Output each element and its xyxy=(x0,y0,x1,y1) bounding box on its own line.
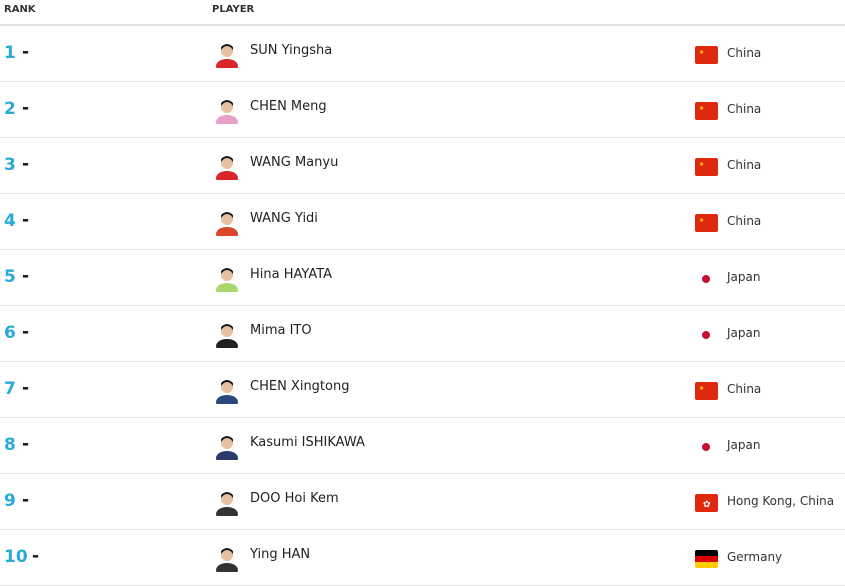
player-avatar[interactable] xyxy=(215,40,239,73)
player-name[interactable]: Ying HAN xyxy=(250,547,311,562)
country-name: China xyxy=(727,382,762,396)
rank-change: - xyxy=(22,98,30,118)
cn-flag-icon: ★ xyxy=(695,46,718,64)
country-name: China xyxy=(727,158,762,172)
player-name[interactable]: Hina HAYATA xyxy=(250,267,333,282)
player-avatar[interactable] xyxy=(215,544,239,577)
cn-flag-icon: ★ xyxy=(695,158,718,176)
rank-change: - xyxy=(22,266,30,286)
rank-number: 2 xyxy=(4,99,16,119)
player-name[interactable]: CHEN Meng xyxy=(250,99,327,114)
player-avatar[interactable] xyxy=(215,264,239,297)
player-name[interactable]: WANG Manyu xyxy=(250,155,339,170)
jp-flag-icon xyxy=(695,326,718,344)
svg-text:✿: ✿ xyxy=(703,500,711,510)
rank-number: 5 xyxy=(4,267,16,287)
rank-change: - xyxy=(32,546,40,566)
rank-number: 1 xyxy=(4,43,16,63)
player-avatar[interactable] xyxy=(215,152,239,185)
rank-change: - xyxy=(22,42,30,62)
rank-number: 9 xyxy=(4,491,16,511)
table-row[interactable]: 10 - Ying HAN Germany xyxy=(0,530,845,586)
table-header: RANK PLAYER xyxy=(0,0,845,26)
player-avatar[interactable] xyxy=(215,376,239,409)
svg-text:★: ★ xyxy=(699,385,704,392)
player-avatar[interactable] xyxy=(215,320,239,353)
svg-text:★: ★ xyxy=(699,49,704,56)
rank-change: - xyxy=(22,434,30,454)
rank-number: 7 xyxy=(4,379,16,399)
svg-text:★: ★ xyxy=(699,217,704,224)
player-avatar[interactable] xyxy=(215,432,239,465)
table-row[interactable]: 3 - WANG Manyu ★ China xyxy=(0,138,845,194)
rank-change: - xyxy=(22,378,30,398)
country-name: China xyxy=(727,46,762,60)
player-name[interactable]: CHEN Xingtong xyxy=(250,379,350,394)
player-name[interactable]: DOO Hoi Kem xyxy=(250,491,339,506)
rank-change: - xyxy=(22,210,30,230)
country-name: Japan xyxy=(727,438,761,452)
table-row[interactable]: 6 - Mima ITO Japan xyxy=(0,306,845,362)
table-row[interactable]: 5 - Hina HAYATA Japan xyxy=(0,250,845,306)
hk-flag-icon: ✿ xyxy=(695,494,718,512)
country-name: Germany xyxy=(727,550,783,564)
table-row[interactable]: 9 - DOO Hoi Kem ✿ Hong Kong, China xyxy=(0,474,845,530)
jp-flag-icon xyxy=(695,438,718,456)
svg-text:★: ★ xyxy=(699,161,704,168)
rank-number: 8 xyxy=(4,435,16,455)
rank-number: 6 xyxy=(4,323,16,343)
de-flag-icon xyxy=(695,550,718,568)
country-name: China xyxy=(727,102,762,116)
rank-number: 10 xyxy=(4,547,28,567)
country-name: Hong Kong, China xyxy=(727,494,835,508)
player-name[interactable]: Mima ITO xyxy=(250,323,312,338)
country-name: Japan xyxy=(727,326,761,340)
player-name[interactable]: Kasumi ISHIKAWA xyxy=(250,435,365,450)
rank-change: - xyxy=(22,490,30,510)
player-name[interactable]: SUN Yingsha xyxy=(250,43,333,58)
player-avatar[interactable] xyxy=(215,488,239,521)
cn-flag-icon: ★ xyxy=(695,214,718,232)
table-row[interactable]: 1 - SUN Yingsha ★ China xyxy=(0,26,845,82)
table-row[interactable]: 2 - CHEN Meng ★ China xyxy=(0,82,845,138)
rank-number: 3 xyxy=(4,155,16,175)
rank-number: 4 xyxy=(4,211,16,231)
player-avatar[interactable] xyxy=(215,96,239,129)
svg-text:★: ★ xyxy=(699,105,704,112)
rank-column-header: RANK xyxy=(4,4,36,15)
table-row[interactable]: 7 - CHEN Xingtong ★ China xyxy=(0,362,845,418)
player-name[interactable]: WANG Yidi xyxy=(250,211,318,226)
player-column-header: PLAYER xyxy=(212,4,255,15)
table-row[interactable]: 8 - Kasumi ISHIKAWA Japan xyxy=(0,418,845,474)
rank-change: - xyxy=(22,322,30,342)
country-name: China xyxy=(727,214,762,228)
rank-change: - xyxy=(22,154,30,174)
jp-flag-icon xyxy=(695,270,718,288)
table-row[interactable]: 4 - WANG Yidi ★ China xyxy=(0,194,845,250)
country-name: Japan xyxy=(727,270,761,284)
player-avatar[interactable] xyxy=(215,208,239,241)
cn-flag-icon: ★ xyxy=(695,382,718,400)
cn-flag-icon: ★ xyxy=(695,102,718,120)
